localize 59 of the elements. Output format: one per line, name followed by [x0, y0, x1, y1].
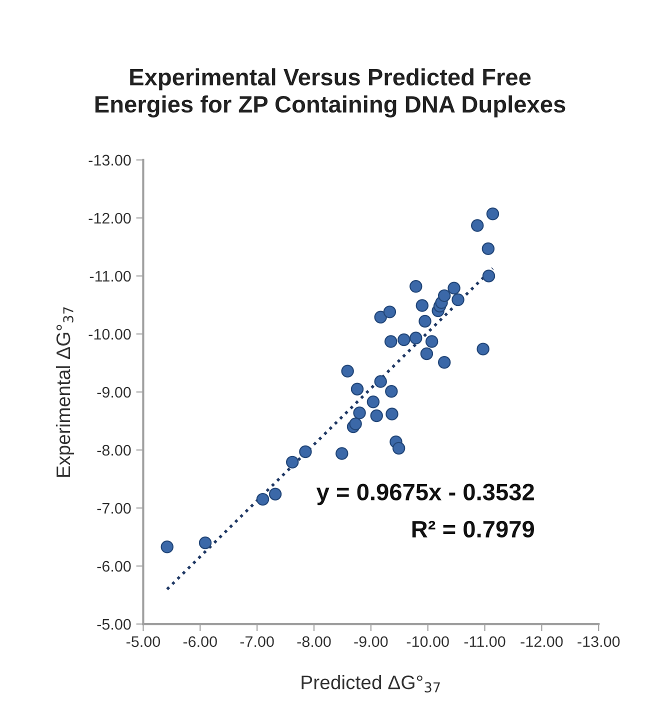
point: [383, 306, 396, 318]
point: [299, 445, 312, 458]
y-axis-title: Experimental ΔG°$_{37}$: [56, 307, 74, 477]
x-tick-label: -10.00: [406, 636, 449, 648]
point: [384, 335, 398, 348]
point: [286, 456, 299, 469]
x-tick-label: -12.00: [520, 636, 563, 648]
point: [410, 280, 422, 293]
point: [471, 219, 484, 232]
point: [392, 442, 406, 455]
point: [486, 208, 500, 220]
point: [438, 289, 451, 302]
point: [349, 418, 362, 430]
point: [336, 447, 348, 460]
y-tick-label: -5.00: [97, 618, 131, 630]
point: [350, 382, 364, 396]
x-tick-label: -11.00: [464, 636, 506, 648]
point: [374, 375, 387, 388]
point: [370, 409, 383, 422]
point: [418, 314, 432, 328]
point: [374, 310, 387, 324]
x-tick-label: -5.00: [126, 636, 160, 648]
y-tick-label: -9.00: [97, 386, 131, 398]
annotation: R² = 0.7979: [412, 520, 534, 538]
point: [476, 342, 490, 356]
x-tick-label: -9.00: [354, 636, 388, 648]
point: [482, 270, 496, 282]
point: [268, 488, 282, 500]
x-tick-label: -6.00: [183, 636, 217, 648]
point: [448, 282, 460, 295]
annotation: y = 0.9675x - 0.3532: [316, 484, 534, 506]
point: [386, 408, 398, 420]
point: [425, 335, 438, 348]
y-tick-label: -8.00: [97, 444, 131, 456]
x-tick-label: -7.00: [240, 636, 274, 648]
point: [385, 385, 398, 398]
point: [198, 536, 212, 550]
y-tick-label: -11.00: [90, 270, 131, 282]
x-tick-label: -8.00: [297, 636, 331, 648]
y-tick-label: -10.00: [88, 328, 131, 340]
point: [452, 293, 464, 306]
point: [416, 299, 429, 312]
point: [420, 347, 434, 360]
point: [256, 492, 270, 506]
x-tick-label: -13.00: [578, 636, 620, 648]
point: [482, 242, 495, 256]
point: [438, 356, 451, 369]
x-axis-title: Predicted ΔG°$_{37}$: [302, 674, 440, 692]
point: [366, 395, 380, 408]
y-tick-label: -6.00: [97, 560, 131, 572]
y-tick-label: -12.00: [88, 212, 131, 224]
point: [353, 406, 366, 420]
point: [341, 364, 354, 378]
point: [398, 333, 410, 346]
y-tick-label: -7.00: [97, 502, 131, 514]
y-tick-label: -13.00: [88, 154, 131, 166]
point: [160, 540, 174, 554]
chart-title: Experimental Versus Predicted Free Energies for ZP Containing DNA Duplexes: [95, 68, 566, 118]
point: [410, 332, 422, 344]
